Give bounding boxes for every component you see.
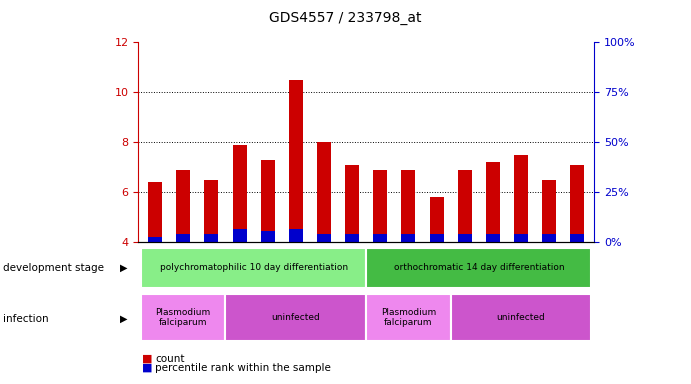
Text: percentile rank within the sample: percentile rank within the sample — [155, 363, 332, 373]
Bar — [457, 234, 472, 242]
Bar — [345, 165, 359, 242]
Bar — [430, 197, 444, 242]
Bar — [345, 234, 359, 242]
Bar — [401, 170, 415, 242]
Text: uninfected: uninfected — [272, 313, 320, 322]
Text: count: count — [155, 354, 185, 364]
Bar — [542, 180, 556, 242]
Text: development stage: development stage — [3, 263, 104, 273]
Text: ▶: ▶ — [120, 314, 128, 324]
Bar — [366, 295, 451, 341]
Bar — [542, 234, 556, 242]
Bar — [373, 170, 388, 242]
Bar — [261, 231, 275, 242]
Bar — [317, 234, 331, 242]
Text: uninfected: uninfected — [497, 313, 545, 322]
Text: orthochromatic 14 day differentiation: orthochromatic 14 day differentiation — [394, 263, 564, 272]
Bar — [141, 248, 366, 288]
Bar — [451, 295, 591, 341]
Bar — [317, 142, 331, 242]
Text: Plasmodium
falciparum: Plasmodium falciparum — [155, 308, 211, 328]
Bar — [261, 160, 275, 242]
Bar — [289, 80, 303, 242]
Bar — [457, 170, 472, 242]
Bar — [570, 165, 585, 242]
Bar — [514, 234, 528, 242]
Text: polychromatophilic 10 day differentiation: polychromatophilic 10 day differentiatio… — [160, 263, 348, 272]
Bar — [205, 234, 218, 242]
Bar — [289, 230, 303, 242]
Bar — [148, 182, 162, 242]
Bar — [366, 248, 591, 288]
Text: ■: ■ — [142, 354, 152, 364]
Bar — [141, 295, 225, 341]
Bar — [373, 234, 388, 242]
Bar — [514, 155, 528, 242]
Bar — [232, 230, 247, 242]
Bar — [232, 145, 247, 242]
Bar — [401, 234, 415, 242]
Bar — [486, 234, 500, 242]
Bar — [148, 237, 162, 242]
Text: infection: infection — [3, 314, 49, 324]
Text: GDS4557 / 233798_at: GDS4557 / 233798_at — [269, 11, 422, 25]
Bar — [570, 234, 585, 242]
Text: ■: ■ — [142, 363, 152, 373]
Bar — [430, 234, 444, 242]
Bar — [176, 234, 190, 242]
Bar — [225, 295, 366, 341]
Bar — [486, 162, 500, 242]
Bar — [205, 180, 218, 242]
Bar — [176, 170, 190, 242]
Text: ▶: ▶ — [120, 263, 128, 273]
Text: Plasmodium
falciparum: Plasmodium falciparum — [381, 308, 436, 328]
